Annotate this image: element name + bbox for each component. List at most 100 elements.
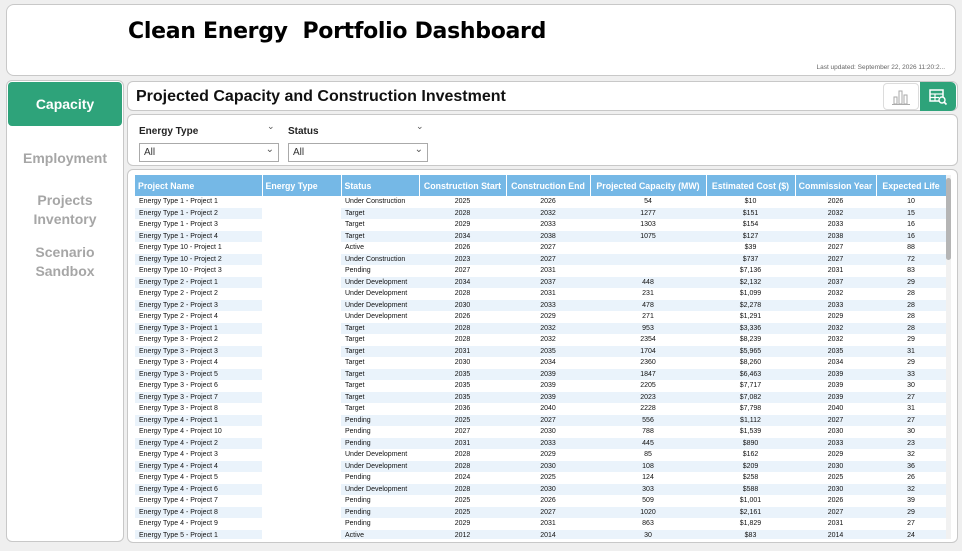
cell-estimated-cost: $151 bbox=[706, 207, 795, 219]
status-select[interactable]: All ⌄ bbox=[288, 143, 428, 162]
cell-project-name: Energy Type 3 - Project 3 bbox=[135, 345, 262, 357]
cell-commission-year: 2027 bbox=[795, 253, 876, 265]
energy-type-select[interactable]: All ⌄ bbox=[139, 143, 279, 162]
cell-project-name: Energy Type 10 - Project 1 bbox=[135, 242, 262, 254]
table-row[interactable]: Energy Type 1 - Project 3 Target 2029 2033 1… bbox=[135, 219, 946, 231]
cell-projected-capacity: 1704 bbox=[590, 345, 706, 357]
sidebar-item-scenario-sandbox[interactable]: Scenario Sandbox bbox=[35, 244, 95, 279]
chevron-down-icon[interactable]: ⌄ bbox=[416, 121, 424, 131]
cell-commission-year: 2035 bbox=[795, 345, 876, 357]
cell-expected-life: 39 bbox=[876, 495, 946, 507]
column-header-construction-start[interactable]: Construction Start bbox=[419, 175, 507, 196]
cell-construction-start: 2035 bbox=[419, 380, 506, 392]
table-row[interactable]: Energy Type 4 - Project 6 Under Developme… bbox=[135, 483, 946, 495]
sidebar-item-capacity[interactable]: Capacity bbox=[8, 82, 122, 126]
cell-construction-end: 2027 bbox=[506, 253, 590, 265]
section-title-bar: Projected Capacity and Construction Inve… bbox=[127, 81, 958, 111]
table-row[interactable]: Energy Type 3 - Project 5 Target 2035 2039 1… bbox=[135, 368, 946, 380]
cell-construction-end: 2026 bbox=[506, 495, 590, 507]
column-header-estimated-cost[interactable]: Estimated Cost ($) bbox=[706, 175, 796, 196]
table-row[interactable]: Energy Type 4 - Project 2 Pending 2031 2033… bbox=[135, 437, 946, 449]
cell-construction-end: 2035 bbox=[506, 345, 590, 357]
cell-energy-type bbox=[262, 357, 341, 369]
cell-project-name: Energy Type 3 - Project 4 bbox=[135, 357, 262, 369]
cell-project-name: Energy Type 4 - Project 3 bbox=[135, 449, 262, 461]
cell-construction-start: 2031 bbox=[419, 345, 506, 357]
column-header-status[interactable]: Status bbox=[341, 175, 420, 196]
table-row[interactable]: Energy Type 2 - Project 1 Under Developme… bbox=[135, 276, 946, 288]
table-row[interactable]: Energy Type 3 - Project 6 Target 2035 2039 2… bbox=[135, 380, 946, 392]
table-row[interactable]: Energy Type 5 - Project 1 Active 2012 2014 3… bbox=[135, 529, 946, 539]
cell-construction-start: 2030 bbox=[419, 357, 506, 369]
table-row[interactable]: Energy Type 3 - Project 1 Target 2028 2032 9… bbox=[135, 322, 946, 334]
table-row[interactable]: Energy Type 4 - Project 1 Pending 2025 2027… bbox=[135, 414, 946, 426]
cell-expected-life: 27 bbox=[876, 518, 946, 530]
table-row[interactable]: Energy Type 2 - Project 3 Under Developme… bbox=[135, 299, 946, 311]
table-row[interactable]: Energy Type 4 - Project 7 Pending 2025 2026… bbox=[135, 495, 946, 507]
table-row[interactable]: Energy Type 10 - Project 3 Pending 2027 203… bbox=[135, 265, 946, 277]
table-row[interactable]: Energy Type 4 - Project 5 Pending 2024 2025… bbox=[135, 472, 946, 484]
table-row[interactable]: Energy Type 4 - Project 4 Under Developme… bbox=[135, 460, 946, 472]
table-row[interactable]: Energy Type 3 - Project 2 Target 2028 2032 2… bbox=[135, 334, 946, 346]
table-row[interactable]: Energy Type 2 - Project 4 Under Developme… bbox=[135, 311, 946, 323]
cell-energy-type bbox=[262, 265, 341, 277]
column-header-projected-capacity[interactable]: Projected Capacity (MW) bbox=[590, 175, 707, 196]
sidebar-item-employment[interactable]: Employment bbox=[22, 150, 107, 166]
cell-estimated-cost: $39 bbox=[706, 242, 795, 254]
cell-project-name: Energy Type 1 - Project 1 bbox=[135, 196, 262, 208]
table-row[interactable]: Energy Type 3 - Project 4 Target 2030 2034 2… bbox=[135, 357, 946, 369]
cell-project-name: Energy Type 4 - Project 1 bbox=[135, 414, 262, 426]
cell-projected-capacity: 271 bbox=[590, 311, 706, 323]
table-row[interactable]: Energy Type 2 - Project 2 Under Developme… bbox=[135, 288, 946, 300]
cell-construction-start: 2024 bbox=[419, 472, 506, 484]
projects-table-viewport[interactable]: Project Name Energy Type Status Constructio… bbox=[135, 175, 946, 539]
cell-energy-type bbox=[262, 334, 341, 346]
table-row[interactable]: Energy Type 3 - Project 7 Target 2035 2039 2… bbox=[135, 391, 946, 403]
column-header-energy-type[interactable]: Energy Type bbox=[262, 175, 342, 196]
cell-estimated-cost: $7,082 bbox=[706, 391, 795, 403]
cell-projected-capacity: 85 bbox=[590, 449, 706, 461]
cell-energy-type bbox=[262, 506, 341, 518]
column-header-construction-end[interactable]: Construction End bbox=[506, 175, 591, 196]
table-row[interactable]: Energy Type 10 - Project 2 Under Construc… bbox=[135, 253, 946, 265]
table-row[interactable]: Energy Type 4 - Project 8 Pending 2025 2027… bbox=[135, 506, 946, 518]
cell-expected-life: 28 bbox=[876, 288, 946, 300]
cell-status: Active bbox=[341, 242, 419, 254]
table-view-button[interactable] bbox=[920, 82, 956, 111]
cell-construction-start: 2029 bbox=[419, 518, 506, 530]
cell-energy-type bbox=[262, 495, 341, 507]
chart-view-button[interactable] bbox=[883, 83, 919, 110]
table-row[interactable]: Energy Type 4 - Project 10 Pending 2027 203… bbox=[135, 426, 946, 438]
table-row[interactable]: Energy Type 10 - Project 1 Active 2026 2027… bbox=[135, 242, 946, 254]
table-row[interactable]: Energy Type 1 - Project 2 Target 2028 2032 1… bbox=[135, 207, 946, 219]
cell-energy-type bbox=[262, 219, 341, 231]
cell-estimated-cost: $6,463 bbox=[706, 368, 795, 380]
cell-commission-year: 2030 bbox=[795, 483, 876, 495]
cell-project-name: Energy Type 3 - Project 6 bbox=[135, 380, 262, 392]
table-header-row: Project Name Energy Type Status Constructio… bbox=[135, 175, 946, 196]
cell-project-name: Energy Type 3 - Project 8 bbox=[135, 403, 262, 415]
vertical-scrollbar-track[interactable] bbox=[946, 175, 951, 539]
cell-expected-life: 29 bbox=[876, 357, 946, 369]
cell-project-name: Energy Type 4 - Project 5 bbox=[135, 472, 262, 484]
table-row[interactable]: Energy Type 1 - Project 4 Target 2034 2038 1… bbox=[135, 230, 946, 242]
cell-expected-life: 31 bbox=[876, 345, 946, 357]
chevron-down-icon[interactable]: ⌄ bbox=[267, 121, 275, 131]
cell-status: Under Development bbox=[341, 276, 419, 288]
cell-status: Target bbox=[341, 230, 419, 242]
table-row[interactable]: Energy Type 3 - Project 3 Target 2031 2035 1… bbox=[135, 345, 946, 357]
table-row[interactable]: Energy Type 1 - Project 1 Under Construct… bbox=[135, 196, 946, 208]
column-header-expected-life[interactable]: Expected Life bbox=[876, 175, 946, 196]
cell-commission-year: 2040 bbox=[795, 403, 876, 415]
table-row[interactable]: Energy Type 4 - Project 3 Under Developme… bbox=[135, 449, 946, 461]
vertical-scrollbar-thumb[interactable] bbox=[946, 178, 951, 260]
table-row[interactable]: Energy Type 3 - Project 8 Target 2036 2040 2… bbox=[135, 403, 946, 415]
table-row[interactable]: Energy Type 4 - Project 9 Pending 2029 2031… bbox=[135, 518, 946, 530]
column-header-project-name[interactable]: Project Name bbox=[135, 175, 263, 196]
sidebar-item-projects-inventory[interactable]: Projects Inventory bbox=[33, 192, 97, 227]
cell-energy-type bbox=[262, 426, 341, 438]
cell-status: Target bbox=[341, 380, 419, 392]
cell-construction-start: 2027 bbox=[419, 265, 506, 277]
column-header-commission-year[interactable]: Commission Year bbox=[795, 175, 877, 196]
cell-expected-life: 16 bbox=[876, 230, 946, 242]
